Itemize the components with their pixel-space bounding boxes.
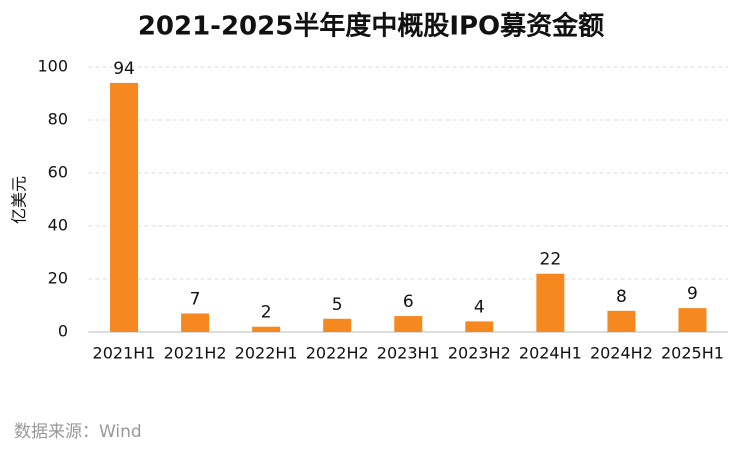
- x-tick-label: 2025H1: [661, 344, 724, 363]
- data-label: 4: [474, 297, 485, 317]
- y-axis-label: 亿美元: [10, 176, 29, 224]
- data-label: 7: [190, 289, 201, 309]
- bar: [323, 318, 352, 332]
- y-tick-label: 100: [37, 57, 68, 76]
- x-tick-label: 2021H1: [93, 344, 156, 363]
- data-label: 22: [540, 250, 562, 270]
- x-tick-label: 2022H2: [306, 344, 369, 363]
- data-label: 2: [261, 303, 272, 323]
- bar: [536, 273, 565, 332]
- y-tick-label: 40: [48, 216, 68, 235]
- source-note: 数据来源：Wind: [14, 422, 142, 442]
- data-label: 6: [403, 292, 414, 312]
- bar: [678, 308, 707, 332]
- x-tick-label: 2023H1: [377, 344, 440, 363]
- y-tick-label: 0: [58, 322, 68, 341]
- y-tick-label: 20: [48, 269, 68, 288]
- x-tick-label: 2024H2: [590, 344, 653, 363]
- bar: [110, 82, 139, 333]
- data-label: 94: [113, 59, 135, 79]
- chart-title: 2021-2025半年度中概股IPO募资金额: [138, 11, 604, 42]
- bar: [181, 313, 210, 332]
- data-label: 5: [332, 295, 343, 315]
- y-tick-label: 80: [48, 110, 68, 129]
- x-tick-label: 2021H2: [164, 344, 227, 363]
- x-tick-label: 2024H1: [519, 344, 582, 363]
- y-tick-label: 60: [48, 163, 68, 182]
- bar: [607, 310, 636, 332]
- x-tick-label: 2023H2: [448, 344, 511, 363]
- x-tick-label: 2022H1: [235, 344, 298, 363]
- bar: [465, 321, 494, 332]
- bar: [394, 316, 423, 332]
- bar: [252, 326, 281, 332]
- data-label: 9: [687, 284, 698, 304]
- data-label: 8: [616, 287, 627, 307]
